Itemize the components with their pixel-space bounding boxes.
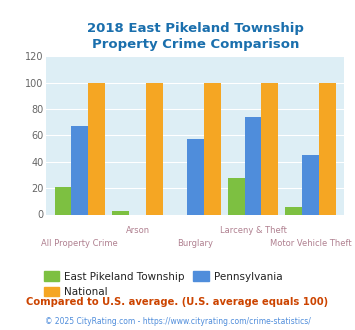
Bar [146, 82, 163, 214]
Title: 2018 East Pikeland Township
Property Crime Comparison: 2018 East Pikeland Township Property Cri… [87, 22, 304, 51]
Text: Compared to U.S. average. (U.S. average equals 100): Compared to U.S. average. (U.S. average … [26, 297, 329, 307]
Bar [55, 187, 71, 214]
Text: All Property Crime: All Property Crime [42, 240, 118, 248]
Text: Motor Vehicle Theft: Motor Vehicle Theft [270, 240, 351, 248]
Bar [71, 126, 88, 214]
Text: Larceny & Theft: Larceny & Theft [219, 226, 286, 235]
Text: Burglary: Burglary [177, 240, 213, 248]
Bar [204, 82, 220, 214]
Bar [261, 82, 278, 214]
Text: Arson: Arson [125, 226, 149, 235]
Bar [319, 82, 336, 214]
Bar [112, 211, 129, 214]
Bar [245, 117, 261, 214]
Text: © 2025 CityRating.com - https://www.cityrating.com/crime-statistics/: © 2025 CityRating.com - https://www.city… [45, 317, 310, 326]
Legend: East Pikeland Township, National, Pennsylvania: East Pikeland Township, National, Pennsy… [39, 267, 287, 301]
Bar [187, 139, 204, 214]
Bar [88, 82, 105, 214]
Bar [302, 155, 319, 214]
Bar [285, 207, 302, 215]
Bar [228, 178, 245, 214]
